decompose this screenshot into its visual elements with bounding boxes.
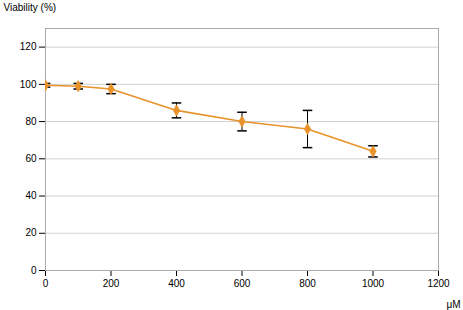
svg-text:Viability (%): Viability (%) <box>4 2 57 13</box>
svg-text:120: 120 <box>20 41 37 52</box>
svg-text:1000: 1000 <box>362 278 385 289</box>
svg-text:200: 200 <box>103 278 120 289</box>
svg-text:60: 60 <box>25 153 37 164</box>
svg-text:40: 40 <box>25 190 37 201</box>
svg-text:μM: μM <box>446 299 460 310</box>
svg-text:800: 800 <box>299 278 316 289</box>
svg-text:100: 100 <box>20 79 37 90</box>
svg-text:80: 80 <box>25 116 37 127</box>
svg-text:1200: 1200 <box>427 278 450 289</box>
svg-text:600: 600 <box>234 278 251 289</box>
svg-text:0: 0 <box>31 265 37 276</box>
svg-text:400: 400 <box>168 278 185 289</box>
svg-text:0: 0 <box>43 278 49 289</box>
svg-text:20: 20 <box>25 227 37 238</box>
